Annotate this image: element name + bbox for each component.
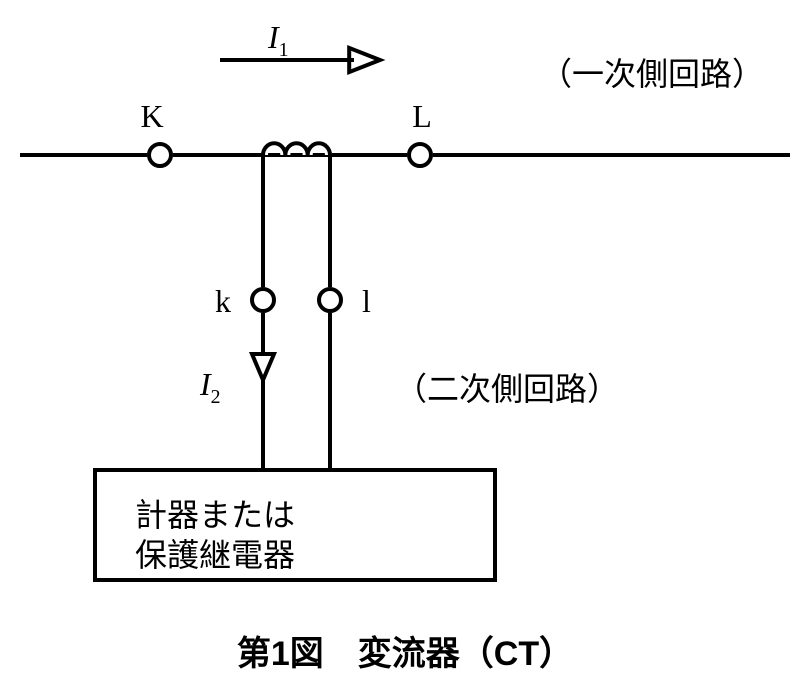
label-K: K: [140, 98, 163, 134]
label-L: L: [412, 98, 432, 134]
box-text-line2: 保護継電器: [135, 537, 295, 573]
label-primary-side: （一次側回路）: [540, 56, 764, 92]
box-text-line1: 計器または: [135, 497, 295, 533]
label-I2: I2: [199, 366, 221, 408]
label-k: k: [215, 283, 231, 319]
label-l: l: [362, 283, 371, 319]
label-secondary-side: （二次側回路）: [395, 371, 619, 407]
figure-caption: 第1図 変流器（CT）: [237, 634, 573, 673]
i2-arrowhead: [252, 354, 274, 380]
ct-circuit-diagram: I1 I2 K Lk l （一次側回路） （二次側回路） 計器または保護継電器第1図 変流器（…: [0, 0, 810, 694]
label-I1: I1: [267, 19, 289, 61]
